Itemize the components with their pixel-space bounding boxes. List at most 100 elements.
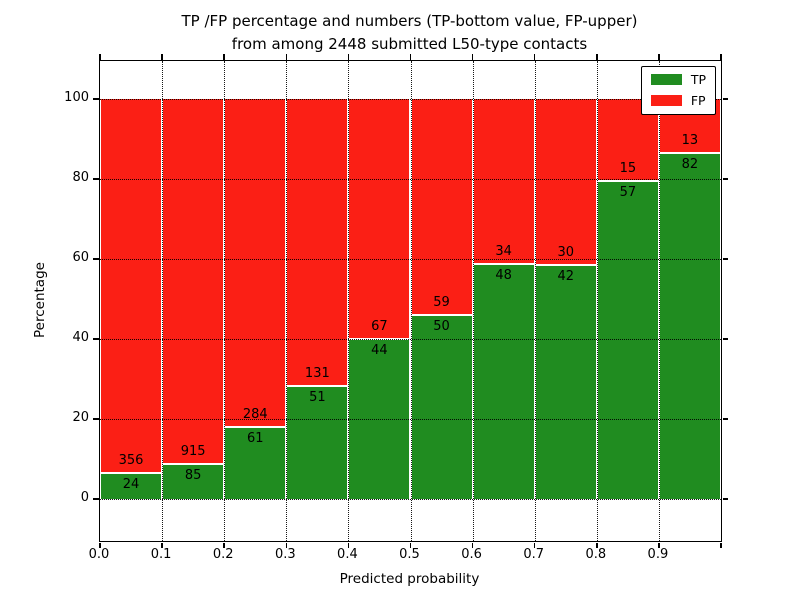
y-tick-label-100: 100	[64, 90, 89, 105]
x-tick-label-0.6: 0.6	[461, 547, 482, 562]
x-tick-top	[658, 54, 660, 60]
tp-value-label: 57	[619, 185, 637, 201]
y-tick-right	[722, 258, 728, 260]
x-tick-bottom	[658, 542, 660, 548]
legend-label-fp: FP	[690, 93, 706, 108]
y-tick-left	[93, 178, 99, 180]
tp-segment	[163, 465, 224, 499]
chart-title-line1: TP /FP percentage and numbers (TP-bottom…	[181, 12, 638, 30]
x-tick-top	[409, 54, 412, 60]
y-tick-labels: 0 20 40 60 80 100	[49, 60, 89, 540]
legend: TP FP	[640, 66, 716, 115]
v-gridline-0.3	[286, 61, 288, 541]
x-tick-top	[533, 54, 536, 60]
bar-0.6: 34 48	[473, 61, 534, 541]
y-tick-right	[722, 338, 728, 340]
x-tick-label-0.9: 0.9	[647, 547, 669, 562]
bar-0.5: 59 50	[411, 61, 472, 541]
y-tick-right	[722, 418, 728, 420]
y-tick-right	[722, 178, 728, 180]
tp-segment	[473, 264, 534, 499]
x-tick-bottom	[161, 542, 163, 548]
legend-entry-fp: FP	[650, 93, 706, 108]
bar-0.7: 30 42	[535, 61, 596, 541]
v-gridline-0.6	[472, 61, 474, 541]
fp-value-label: 915	[180, 444, 206, 459]
x-tick-bottom	[596, 542, 598, 548]
x-tick-bottom	[471, 542, 474, 548]
v-gridline-0.5	[410, 61, 412, 541]
tp-value-label: 44	[371, 343, 388, 359]
fp-segment	[101, 99, 162, 472]
fp-segment	[411, 99, 472, 314]
tp-value-label: 24	[122, 476, 140, 492]
x-tick-top	[99, 54, 101, 60]
tp-value-label: 51	[309, 389, 326, 405]
v-gridline-0.1	[162, 61, 164, 541]
tp-value-label: 61	[246, 431, 264, 447]
y-tick-label-60: 60	[72, 250, 89, 265]
x-tick-label-0.7: 0.7	[523, 547, 545, 562]
fp-segment	[349, 99, 410, 339]
fp-value-label: 30	[557, 244, 574, 260]
legend-swatch-tp-icon	[650, 74, 682, 85]
y-tick-label-0: 0	[80, 490, 89, 505]
bar-0.4: 67 44	[349, 61, 410, 541]
x-tick-top	[720, 54, 722, 60]
bar-0.3: 131 51	[287, 61, 348, 541]
fp-value-label: 15	[619, 161, 637, 177]
x-tick-top	[471, 54, 474, 60]
y-tick-label-40: 40	[72, 330, 89, 345]
x-tick-top	[223, 54, 225, 60]
fp-segment	[225, 99, 286, 427]
x-tick-label-0.5: 0.5	[399, 547, 420, 562]
x-tick-label-0.4: 0.4	[337, 547, 358, 562]
y-tick-left	[93, 498, 99, 500]
v-gridline-0.2	[224, 61, 226, 541]
fp-value-label: 356	[118, 452, 144, 468]
legend-label-tp: TP	[690, 72, 706, 87]
tp-value-label: 48	[495, 267, 512, 283]
x-tick-label-0.3: 0.3	[274, 547, 296, 562]
v-gridline-0.9	[658, 61, 660, 541]
x-tick-bottom	[533, 542, 536, 548]
fp-value-label: 34	[495, 243, 512, 259]
plot-area: TP FP 356 24 915 85 284 61 131 51 67 44 59 50 34 48 30…	[93, 54, 728, 548]
tp-value-label: 85	[184, 468, 202, 483]
y-tick-right	[722, 98, 728, 100]
y-tick-left	[93, 338, 99, 340]
x-tick-labels: 0.0 0.1 0.2 0.3 0.4 0.5 0.6 0.7 0.8 0.9	[89, 547, 720, 565]
y-tick-left	[93, 258, 99, 260]
tp-value-label: 82	[681, 156, 699, 172]
x-tick-bottom	[99, 542, 101, 548]
x-tick-label-0.8: 0.8	[585, 547, 607, 562]
x-tick-label-0.0: 0.0	[88, 547, 110, 562]
legend-swatch-fp-icon	[650, 95, 682, 106]
bar-0.9: 13 82	[659, 61, 720, 541]
tp-segment	[225, 428, 286, 499]
x-tick-bottom	[285, 542, 288, 548]
x-axis-label: Predicted probability	[339, 571, 480, 587]
v-gridline-0.4	[348, 61, 350, 541]
fp-segment	[163, 99, 224, 463]
tp-value-label: 42	[557, 268, 574, 284]
x-tick-top	[347, 54, 350, 60]
y-tick-label-20: 20	[72, 410, 89, 425]
x-tick-bottom	[347, 542, 350, 548]
legend-entry-tp: TP	[650, 72, 706, 87]
y-axis-label: Percentage	[32, 262, 48, 338]
bar-0.2: 284 61	[225, 61, 286, 541]
bar-0.0: 356 24	[101, 61, 162, 541]
chart-title: TP /FP percentage and numbers (TP-bottom…	[99, 10, 720, 55]
fp-segment	[473, 99, 534, 263]
tp-segment	[659, 153, 720, 499]
fp-value-label: 284	[242, 407, 268, 423]
tp-segment	[597, 182, 658, 499]
x-tick-label-0.1: 0.1	[150, 547, 172, 562]
y-tick-right	[722, 498, 728, 500]
x-tick-bottom	[223, 542, 225, 548]
fp-value-label: 131	[304, 365, 330, 381]
tp-segment	[411, 315, 472, 499]
tp-segment	[535, 265, 596, 499]
